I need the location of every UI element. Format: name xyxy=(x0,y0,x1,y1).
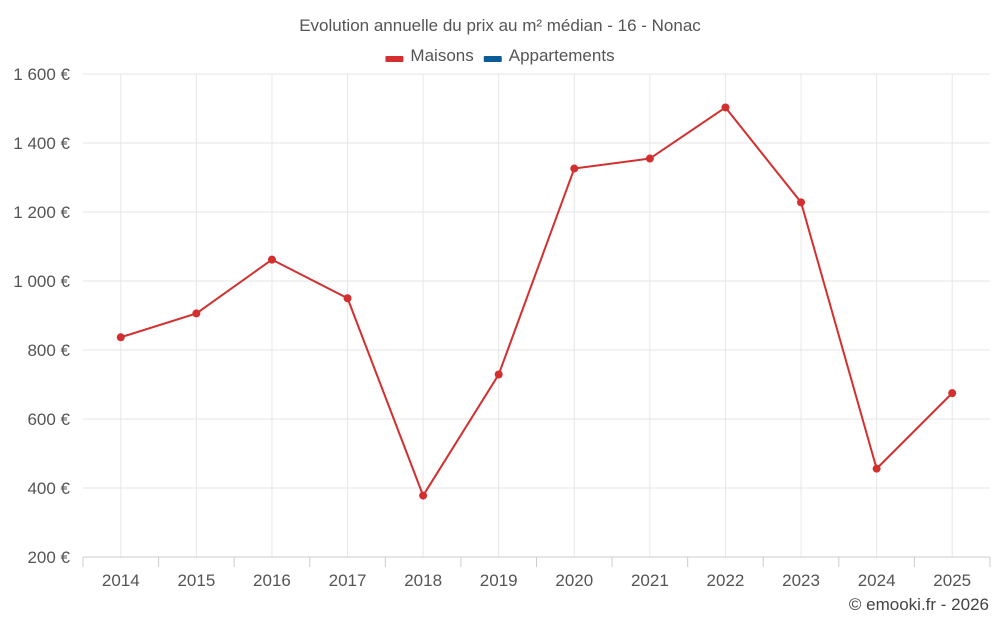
x-tick-label: 2021 xyxy=(631,571,669,590)
y-tick-label: 1 200 € xyxy=(13,203,70,222)
y-tick-label: 1 400 € xyxy=(13,134,70,153)
y-tick-label: 600 € xyxy=(27,410,70,429)
data-point[interactable] xyxy=(570,164,579,173)
x-tick-label: 2020 xyxy=(555,571,593,590)
y-tick-label: 1 000 € xyxy=(13,272,70,291)
grid xyxy=(83,73,990,558)
x-tick-label: 2014 xyxy=(102,571,140,590)
y-tick-label: 1 600 € xyxy=(13,65,70,84)
legend-item[interactable]: Maisons xyxy=(385,46,474,65)
x-tick-label: 2024 xyxy=(858,571,896,590)
x-tick-label: 2019 xyxy=(480,571,518,590)
data-point[interactable] xyxy=(192,309,201,318)
series-line-maisons xyxy=(120,106,953,498)
legend[interactable]: Maisons Appartements xyxy=(385,46,615,65)
data-point[interactable] xyxy=(343,294,352,303)
data-point[interactable] xyxy=(494,370,503,379)
data-point[interactable] xyxy=(721,103,730,112)
series xyxy=(116,103,957,500)
legend-swatch xyxy=(385,56,404,62)
x-tick-label: 2017 xyxy=(329,571,367,590)
data-point[interactable] xyxy=(797,198,806,207)
y-tick-label: 200 € xyxy=(27,548,70,567)
data-point[interactable] xyxy=(645,154,654,163)
data-point[interactable] xyxy=(116,333,125,342)
legend-swatch xyxy=(483,56,502,62)
y-tick-label: 400 € xyxy=(27,479,70,498)
credit-text[interactable]: © emooki.fr - 2026 xyxy=(849,595,989,614)
x-tick-label: 2023 xyxy=(782,571,820,590)
x-tick-label: 2025 xyxy=(933,571,971,590)
legend-label: Appartements xyxy=(509,46,615,65)
chart-title: Evolution annuelle du prix au m² médian … xyxy=(299,16,701,35)
axes: 200 € 400 € 600 € 800 € 1 000 € 1 200 € 1 400 … xyxy=(13,65,991,590)
x-tick-label: 2022 xyxy=(707,571,745,590)
y-tick-label: 800 € xyxy=(27,341,70,360)
data-point[interactable] xyxy=(267,255,276,264)
data-point[interactable] xyxy=(872,464,881,473)
legend-item[interactable]: Appartements xyxy=(483,46,615,65)
legend-label: Maisons xyxy=(410,46,473,65)
x-tick-label: 2016 xyxy=(253,571,291,590)
x-tick-label: 2015 xyxy=(177,571,215,590)
data-point[interactable] xyxy=(419,491,428,500)
x-tick-label: 2018 xyxy=(404,571,442,590)
data-point[interactable] xyxy=(948,389,957,398)
